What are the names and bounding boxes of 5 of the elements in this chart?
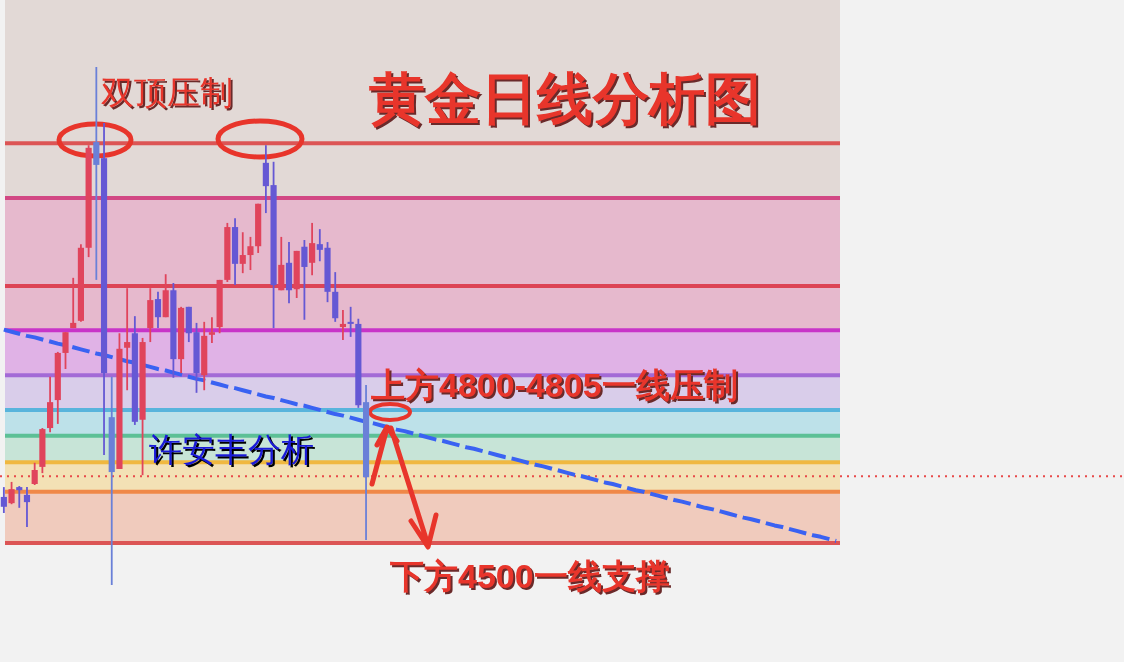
annotation: 下方4500一线支撑 <box>390 557 670 595</box>
annotation: 上方4800-4805一线压制 <box>371 366 738 404</box>
annotation: 双顶压制 <box>101 74 233 111</box>
annotation: 许安丰分析 <box>149 431 314 468</box>
title: 黄金日线分析图 <box>369 67 761 130</box>
